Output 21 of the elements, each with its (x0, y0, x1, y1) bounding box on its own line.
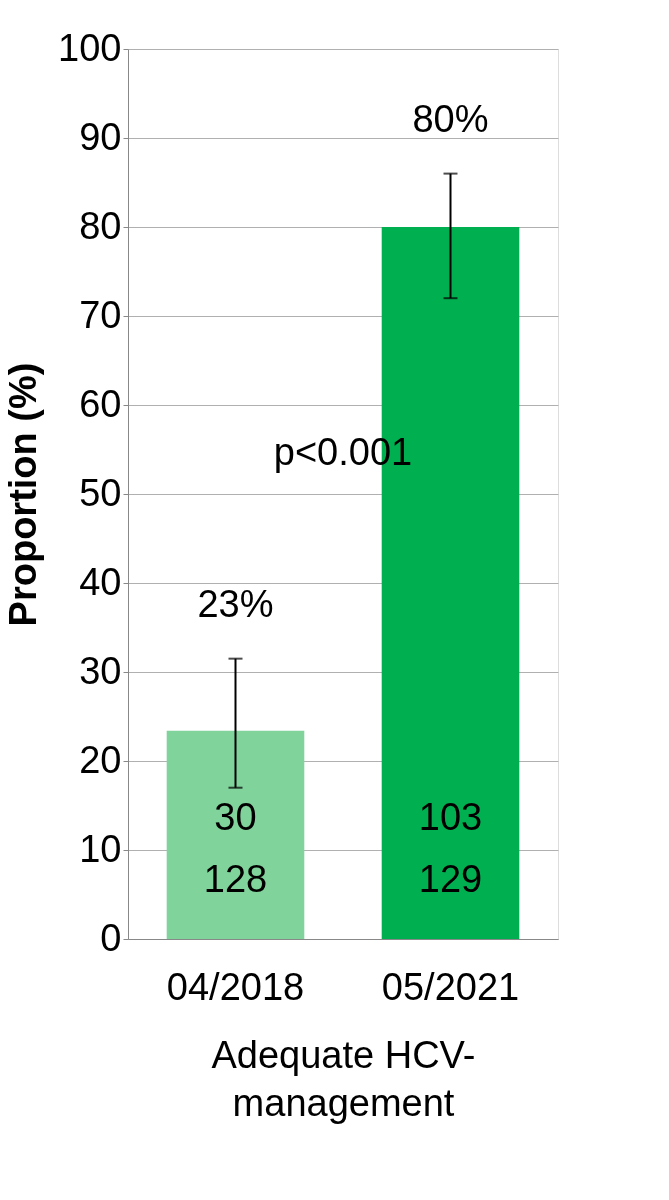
x-tick-label: 04/2018 (166, 965, 305, 1008)
data-label: 23% (197, 582, 274, 625)
annotation: 128 (203, 858, 268, 901)
annotation: 129 (418, 858, 483, 901)
x-tick-label: 05/2021 (381, 965, 520, 1008)
x-axis-title: Adequate HCV-management (211, 1033, 476, 1124)
y-tick-label: 10 (79, 827, 122, 870)
y-tick-label: 50 (79, 471, 122, 514)
y-tick-label: 40 (79, 560, 122, 603)
y-tick-label: 60 (79, 382, 122, 425)
y-axis-title: Proportion (%) (2, 362, 45, 627)
y-tick-label: 90 (79, 115, 122, 158)
data-label: 80% (412, 97, 489, 140)
y-tick-label: 100 (58, 26, 122, 69)
y-tick-label: 30 (79, 649, 122, 692)
y-tick-label: 0 (100, 916, 122, 959)
y-tick-label: 80 (79, 204, 122, 247)
y-tick-label: 20 (79, 738, 122, 781)
annotation: 30 (214, 795, 257, 838)
annotation: 103 (418, 795, 483, 838)
y-tick-label: 70 (79, 293, 122, 336)
